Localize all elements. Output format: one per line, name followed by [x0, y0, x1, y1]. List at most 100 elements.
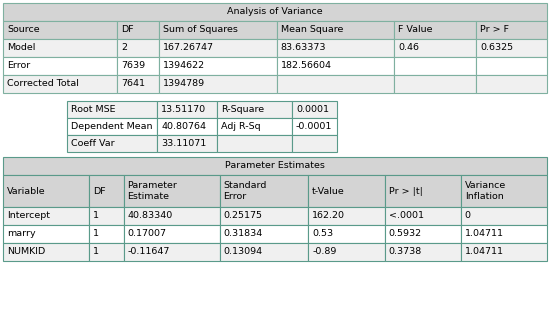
Text: Model: Model: [7, 43, 35, 52]
Text: Standard
Error: Standard Error: [224, 181, 267, 201]
Text: 1: 1: [93, 211, 99, 220]
Bar: [159, 21, 277, 39]
Text: <.0001: <.0001: [388, 211, 424, 220]
Bar: [292, 135, 337, 152]
Bar: [384, 225, 461, 243]
Bar: [308, 225, 384, 243]
Bar: [157, 135, 217, 152]
Bar: [219, 207, 308, 225]
Bar: [118, 75, 159, 93]
Bar: [124, 225, 219, 243]
Text: 7641: 7641: [122, 80, 145, 88]
Bar: [476, 75, 547, 93]
Bar: [219, 175, 308, 207]
Text: Adj R-Sq: Adj R-Sq: [221, 122, 261, 131]
Bar: [394, 39, 476, 57]
Text: 0.17007: 0.17007: [128, 229, 167, 239]
Bar: [384, 207, 461, 225]
Bar: [476, 21, 547, 39]
Text: -0.0001: -0.0001: [296, 122, 332, 131]
Text: 1: 1: [93, 229, 99, 239]
Text: Pr > F: Pr > F: [480, 26, 509, 35]
Bar: [3, 57, 118, 75]
Bar: [217, 101, 292, 118]
Text: Variable: Variable: [7, 186, 46, 196]
Text: 0.3738: 0.3738: [388, 248, 422, 256]
Bar: [159, 57, 277, 75]
Bar: [394, 21, 476, 39]
Bar: [124, 207, 219, 225]
Bar: [384, 175, 461, 207]
Text: Analysis of Variance: Analysis of Variance: [227, 7, 323, 16]
Text: 7639: 7639: [122, 61, 146, 71]
Text: 40.83340: 40.83340: [128, 211, 173, 220]
Text: Corrected Total: Corrected Total: [7, 80, 79, 88]
Text: 0.25175: 0.25175: [224, 211, 262, 220]
Bar: [3, 157, 547, 175]
Text: -0.89: -0.89: [312, 248, 337, 256]
Bar: [394, 75, 476, 93]
Bar: [277, 75, 394, 93]
Text: Pr > |t|: Pr > |t|: [388, 186, 422, 196]
Bar: [118, 39, 159, 57]
Text: Dependent Mean: Dependent Mean: [71, 122, 152, 131]
Bar: [277, 39, 394, 57]
Bar: [292, 101, 337, 118]
Bar: [3, 21, 118, 39]
Text: F Value: F Value: [398, 26, 433, 35]
Bar: [217, 135, 292, 152]
Bar: [461, 243, 547, 261]
Bar: [476, 57, 547, 75]
Bar: [3, 175, 89, 207]
Text: 83.63373: 83.63373: [280, 43, 326, 52]
Bar: [292, 118, 337, 135]
Text: 33.11071: 33.11071: [161, 139, 206, 148]
Bar: [219, 225, 308, 243]
Bar: [124, 175, 219, 207]
Text: marry: marry: [7, 229, 36, 239]
Bar: [159, 75, 277, 93]
Bar: [308, 243, 384, 261]
Bar: [277, 57, 394, 75]
Text: Coeff Var: Coeff Var: [71, 139, 114, 148]
Bar: [67, 101, 157, 118]
Bar: [476, 39, 547, 57]
Text: t-Value: t-Value: [312, 186, 345, 196]
Text: 1.04711: 1.04711: [465, 248, 504, 256]
Bar: [394, 57, 476, 75]
Text: Error: Error: [7, 61, 30, 71]
Text: 0.5932: 0.5932: [388, 229, 422, 239]
Text: DF: DF: [93, 186, 106, 196]
Text: 0.46: 0.46: [398, 43, 419, 52]
Text: Parameter Estimates: Parameter Estimates: [225, 162, 325, 170]
Text: 2: 2: [122, 43, 128, 52]
Bar: [461, 207, 547, 225]
Text: Source: Source: [7, 26, 40, 35]
Text: 0: 0: [465, 211, 471, 220]
Bar: [89, 225, 124, 243]
Bar: [308, 207, 384, 225]
Text: NUMKID: NUMKID: [7, 248, 45, 256]
Bar: [3, 225, 89, 243]
Text: 13.51170: 13.51170: [161, 105, 206, 114]
Bar: [217, 118, 292, 135]
Bar: [384, 243, 461, 261]
Text: 182.56604: 182.56604: [280, 61, 332, 71]
Bar: [157, 101, 217, 118]
Bar: [3, 75, 118, 93]
Text: Mean Square: Mean Square: [280, 26, 343, 35]
Bar: [124, 243, 219, 261]
Text: 1394789: 1394789: [163, 80, 205, 88]
Bar: [157, 118, 217, 135]
Bar: [461, 225, 547, 243]
Bar: [89, 243, 124, 261]
Text: Parameter
Estimate: Parameter Estimate: [128, 181, 178, 201]
Text: DF: DF: [122, 26, 134, 35]
Text: 0.31834: 0.31834: [224, 229, 263, 239]
Text: Variance
Inflation: Variance Inflation: [465, 181, 506, 201]
Bar: [67, 118, 157, 135]
Bar: [118, 21, 159, 39]
Text: 167.26747: 167.26747: [163, 43, 214, 52]
Text: 1: 1: [93, 248, 99, 256]
Bar: [89, 207, 124, 225]
